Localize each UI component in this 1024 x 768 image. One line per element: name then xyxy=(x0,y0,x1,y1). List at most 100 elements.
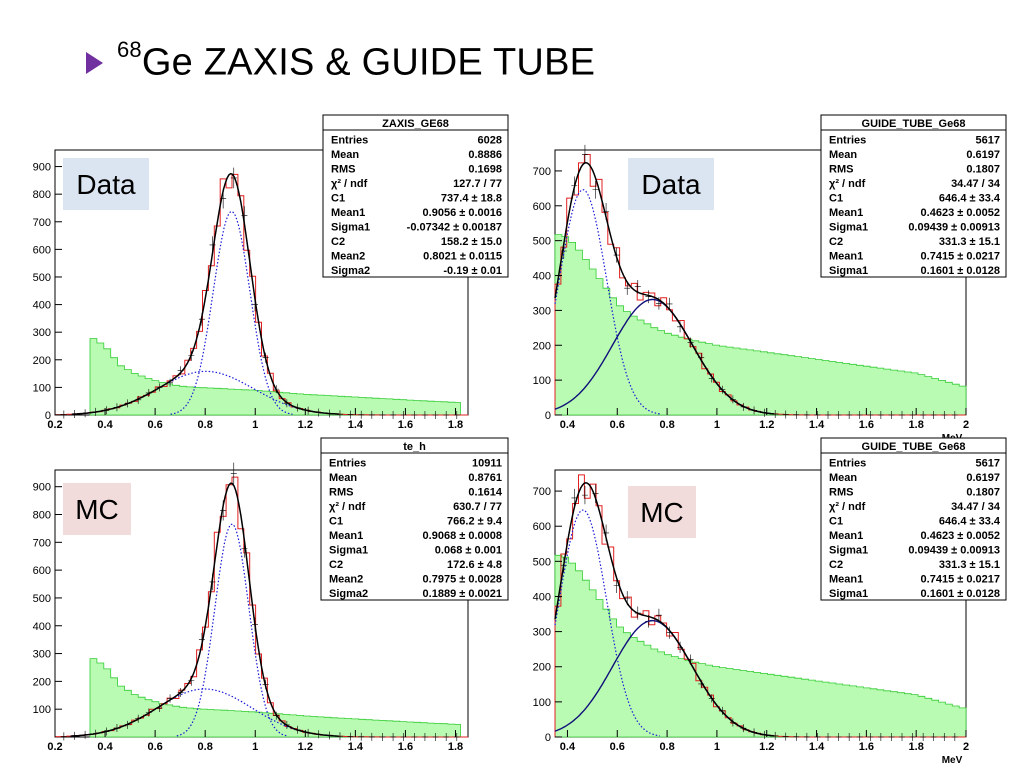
stats-value: 646.4 ± 33.4 xyxy=(939,193,1001,205)
x-tick-label: 0.4 xyxy=(97,741,113,753)
sample-tag-label: MC xyxy=(640,497,684,528)
data-point xyxy=(803,410,810,419)
stats-label: C1 xyxy=(829,516,843,528)
stats-value: 0.09439 ± 0.00913 xyxy=(908,222,1000,234)
y-tick-label: 200 xyxy=(33,676,51,688)
stats-label: Sigma2 xyxy=(331,265,370,277)
x-tick-label: 1.4 xyxy=(809,419,825,431)
data-point xyxy=(230,462,237,485)
stats-value: 127.7 / 77 xyxy=(453,178,502,190)
stats-label: Entries xyxy=(331,135,368,147)
stats-value: 172.6 ± 4.8 xyxy=(447,559,502,571)
stats-label: Sigma1 xyxy=(329,545,368,557)
y-tick-label: 100 xyxy=(533,375,551,387)
stats-label: Sigma1 xyxy=(829,545,868,557)
x-tick-label: 1 xyxy=(252,419,258,431)
background-green-histogram xyxy=(89,338,461,416)
data-point xyxy=(432,411,439,419)
data-point xyxy=(920,733,927,741)
y-tick-label: 700 xyxy=(33,217,51,229)
data-point xyxy=(421,732,428,741)
data-point xyxy=(825,410,832,419)
data-point xyxy=(825,732,832,741)
data-point xyxy=(230,167,237,189)
y-tick-label: 0 xyxy=(545,732,551,744)
y-tick-label: 600 xyxy=(33,244,51,256)
background-green-histogram xyxy=(554,234,967,416)
stats-value: 0.1807 xyxy=(966,487,1000,499)
title-text: 68Ge ZAXIS & GUIDE TUBE xyxy=(117,37,595,85)
x-tick-label: 0.4 xyxy=(97,419,113,431)
x-tick-label: 0.8 xyxy=(198,419,213,431)
y-tick-label: 800 xyxy=(33,510,51,522)
stats-label: Sigma1 xyxy=(829,588,868,600)
stats-value: 5617 xyxy=(976,458,1000,470)
stats-label: Sigma2 xyxy=(329,588,368,600)
histogram-title: te_h xyxy=(403,441,426,453)
y-tick-label: 700 xyxy=(533,486,551,498)
stats-label: χ² / ndf xyxy=(329,501,366,513)
data-point xyxy=(60,732,67,741)
x-tick-label: 1.4 xyxy=(348,419,364,431)
y-tick-label: 0 xyxy=(545,410,551,422)
y-tick-label: 400 xyxy=(33,300,51,312)
y-tick-label: 600 xyxy=(533,521,551,533)
stats-label: Entries xyxy=(829,458,866,470)
y-tick-label: 500 xyxy=(533,236,551,248)
data-point xyxy=(951,733,958,741)
component-fit-2 xyxy=(73,370,338,415)
data-point xyxy=(835,410,842,419)
stats-value: 0.7415 ± 0.0217 xyxy=(921,251,1000,263)
stats-label: C1 xyxy=(331,193,345,205)
x-tick-label: 1.2 xyxy=(298,419,313,431)
data-point xyxy=(877,411,884,419)
data-point xyxy=(920,411,927,419)
stats-value: 0.8886 xyxy=(468,149,502,161)
stats-value: -0.19 ± 0.01 xyxy=(443,265,502,277)
stats-value: 0.7415 ± 0.0217 xyxy=(921,574,1000,586)
stats-value: 0.7975 ± 0.0028 xyxy=(423,574,502,586)
component-fit-1 xyxy=(176,523,289,737)
data-point xyxy=(867,733,874,741)
y-tick-label: 400 xyxy=(533,591,551,603)
data-point xyxy=(782,732,789,741)
sample-tag-label: MC xyxy=(75,494,119,525)
stats-box xyxy=(820,437,1007,601)
data-point xyxy=(379,410,386,419)
data-point xyxy=(951,411,958,419)
stats-box xyxy=(322,114,509,278)
data-point xyxy=(846,732,853,741)
x-tick-label: 0.4 xyxy=(560,419,576,431)
data-point xyxy=(60,410,67,419)
x-tick-label: 0.8 xyxy=(198,741,213,753)
data-point xyxy=(930,411,937,419)
data-point xyxy=(941,411,948,419)
stats-value: 737.4 ± 18.8 xyxy=(441,193,502,205)
stats-value: 331.3 ± 15.1 xyxy=(939,236,1000,248)
stats-value: 0.6197 xyxy=(966,472,1000,484)
x-tick-label: 1.4 xyxy=(809,741,825,753)
stats-value: 6028 xyxy=(478,135,502,147)
x-tick-label: 1.2 xyxy=(298,741,313,753)
x-tick-label: 1.2 xyxy=(759,419,774,431)
slide-title: 68Ge ZAXIS & GUIDE TUBE xyxy=(86,37,595,88)
total-fit-curve xyxy=(554,482,775,737)
stats-label: Mean1 xyxy=(829,574,863,586)
title-bullet-icon xyxy=(86,52,103,74)
data-point xyxy=(592,180,599,199)
total-fit-curve xyxy=(70,482,339,737)
x-tick-label: 1 xyxy=(714,419,720,431)
y-tick-label: 200 xyxy=(33,355,51,367)
y-tick-label: 300 xyxy=(33,327,51,339)
stats-label: Mean2 xyxy=(329,574,363,586)
x-tick-label: 1.4 xyxy=(348,741,364,753)
stats-label: Mean2 xyxy=(331,251,365,263)
x-tick-label: 1 xyxy=(252,741,258,753)
x-tick-label: 1.8 xyxy=(909,419,924,431)
y-tick-label: 400 xyxy=(533,271,551,283)
data-point xyxy=(941,733,948,741)
stats-label: Mean1 xyxy=(829,207,863,219)
data-point xyxy=(368,732,375,741)
stats-label: C1 xyxy=(329,516,343,528)
data-point xyxy=(581,144,588,165)
